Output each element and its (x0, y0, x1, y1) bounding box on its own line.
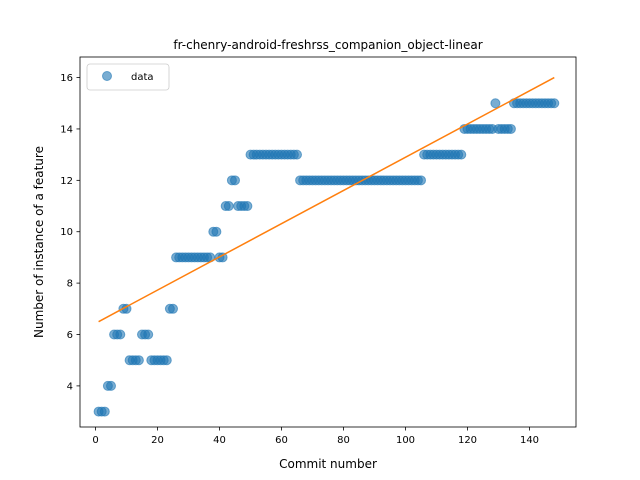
y-tick-label: 14 (60, 124, 73, 135)
x-tick-label: 80 (337, 435, 350, 446)
x-axis-title: Commit number (279, 457, 377, 471)
data-point (549, 98, 560, 109)
points-layer (93, 98, 560, 417)
x-tick-label: 40 (213, 435, 226, 446)
data-point (143, 329, 154, 340)
legend-box (86, 63, 170, 91)
y-tick-label: 6 (67, 330, 73, 341)
data-point (161, 355, 172, 366)
data-point (133, 355, 144, 366)
data-point (416, 175, 426, 186)
x-tick-label: 20 (151, 435, 164, 446)
y-axis-ticks: 4 6 8 10 12 14 16 (60, 73, 80, 392)
y-tick-label: 8 (67, 279, 73, 290)
data-point (490, 98, 501, 109)
data-point (115, 329, 126, 340)
data-point (292, 149, 302, 160)
data-point (99, 406, 110, 417)
chart-title: fr-chenry-android-freshrss_companion_obj… (173, 38, 482, 52)
data-point (456, 149, 467, 160)
linear-fit-line (98, 76, 555, 323)
y-axis-title: Number of instance of a feature (32, 146, 46, 338)
data-point (242, 201, 253, 212)
data-point (223, 201, 234, 212)
y-tick-label: 10 (60, 227, 73, 238)
x-tick-label: 140 (520, 435, 539, 446)
plot-frame (79, 56, 577, 428)
y-tick-label: 12 (60, 176, 73, 187)
x-tick-label: 0 (92, 435, 98, 446)
y-tick-label: 16 (60, 73, 73, 84)
legend-marker (102, 71, 112, 81)
data-point (106, 380, 116, 391)
data-point (168, 303, 178, 314)
legend-label-data: data (131, 72, 154, 83)
data-point (505, 123, 516, 134)
x-axis-ticks: 0 20 40 60 80 100 120 140 (92, 427, 539, 446)
x-tick-label: 60 (275, 435, 288, 446)
data-point (211, 226, 222, 237)
x-tick-label: 100 (396, 435, 415, 446)
y-tick-label: 4 (67, 381, 73, 392)
x-tick-label: 120 (458, 435, 477, 446)
data-point (230, 175, 240, 186)
legend: data (86, 63, 170, 91)
fit-line-layer (98, 76, 555, 323)
